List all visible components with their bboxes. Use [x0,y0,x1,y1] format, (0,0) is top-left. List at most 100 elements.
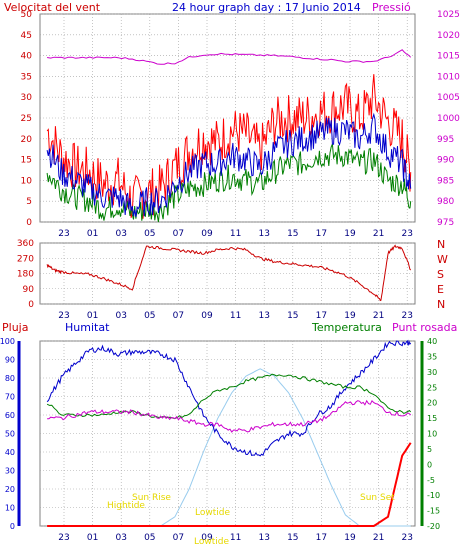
sunrise-annotation: Sun Rise [132,493,171,503]
lowtide-annotation-1: Lowtide [195,508,230,518]
y-tick-label-temperature: -10 [427,491,440,500]
y-tick-label-pressure: 980 [437,197,454,207]
y-tick-label-humidity: 70 [5,393,15,402]
y-tick-label-temperature: 10 [427,430,437,439]
graph-day-title: 24 hour graph day : 17 Junio 2014 [172,1,361,14]
humidity-line [46,339,412,457]
y-tick-label-pressure: 1010 [437,72,460,82]
x-tick-label: 07 [173,533,184,543]
x-tick-label: 05 [144,229,155,239]
x-tick-label: 17 [316,533,327,543]
x-tick-label: 13 [258,229,269,239]
y-tick-label-pressure: 1025 [437,10,460,20]
y-tick-label-humidity: 20 [5,485,15,494]
x-tick-label: 07 [173,311,184,321]
y-tick-label-humidity: 100 [0,337,15,346]
y-tick-label-humidity: 90 [5,356,15,365]
x-tick-label: 15 [287,533,298,543]
x-tick-label: 11 [230,229,241,239]
y-tick-label-temperature: 25 [427,383,437,392]
rain-line [47,442,412,527]
wind-direction-line [46,244,412,302]
x-tick-label: 21 [373,311,384,321]
x-tick-label: 23 [58,311,69,321]
x-tick-label: 11 [230,533,241,543]
y-tick-label-humidity: 60 [5,411,15,420]
x-tick-label: 19 [344,533,356,543]
wind-average-line [46,112,412,218]
y-tick-label-wind: 45 [21,31,32,41]
y-tick-label-pressure: 1015 [437,52,460,62]
y-tick-label-humidity: 30 [5,467,15,476]
y-tick-label-pressure: 975 [437,218,454,228]
dew-point-label: Punt rosada [392,321,457,334]
compass-label: W [437,253,448,266]
x-tick-label: 13 [258,311,269,321]
x-tick-label: 01 [87,311,98,321]
y-tick-label-pressure: 1005 [437,93,460,103]
x-tick-label: 09 [201,311,213,321]
y-tick-label-wind: 35 [21,72,32,82]
dew-point-line [47,399,412,433]
y-tick-label-wind: 50 [21,10,33,20]
x-tick-label: 23 [58,229,69,239]
x-tick-label: 03 [115,311,126,321]
pressure-line [47,49,412,65]
temperature-label: Temperatura [311,321,382,334]
y-tick-label-direction: 0 [28,300,34,310]
x-tick-label: 23 [401,533,412,543]
x-tick-label: 17 [316,311,327,321]
hightide-annotation: Hightide [107,501,145,511]
y-tick-label-pressure: 1020 [437,31,460,41]
x-tick-label: 17 [316,229,327,239]
y-tick-label-pressure: 1000 [437,114,460,124]
wind-low-line [46,143,412,223]
y-tick-label-temperature: 20 [427,399,437,408]
y-tick-label-direction: 360 [17,239,34,249]
x-tick-label: 23 [401,311,412,321]
y-tick-label-wind: 40 [21,52,33,62]
x-tick-label: 03 [115,533,126,543]
x-tick-label: 19 [344,311,356,321]
y-tick-label-wind: 10 [21,176,33,186]
chart-series [46,49,412,527]
y-tick-label-temperature: -5 [427,476,435,485]
rain-label: Pluja [2,321,28,334]
wind-speed-title: Velocitat del vent [4,1,101,14]
x-tick-label: 09 [201,229,213,239]
y-tick-label-direction: 90 [23,285,35,295]
pressure-title: Pressió [372,1,411,14]
y-tick-label-temperature: 35 [427,352,437,361]
x-tick-label: 21 [373,229,384,239]
x-tick-label: 11 [230,311,241,321]
y-tick-label-temperature: 40 [427,337,437,346]
x-tick-label: 13 [258,533,269,543]
y-tick-label-pressure: 995 [437,135,454,145]
x-tick-label: 21 [373,533,384,543]
compass-label: S [437,268,444,281]
y-tick-label-temperature: -20 [427,522,440,531]
x-tick-label: 23 [58,533,69,543]
lowtide-annotation-2: Lowtide [194,537,229,547]
y-tick-label-temperature: 15 [427,414,437,423]
wind-gust-line [46,74,412,219]
humidity-label: Humitat [65,321,110,334]
y-tick-label-direction: 180 [17,270,34,280]
y-tick-label-temperature: 30 [427,368,437,377]
y-tick-label-pressure: 990 [437,156,454,166]
y-tick-label-humidity: 0 [10,522,15,531]
x-tick-label: 05 [144,311,155,321]
y-tick-label-humidity: 50 [5,430,15,439]
compass-label: N [437,238,445,251]
y-tick-label-temperature: 0 [427,460,432,469]
y-tick-label-humidity: 40 [5,448,15,457]
y-tick-label-wind: 15 [21,156,32,166]
y-tick-label-temperature: -15 [427,507,440,516]
x-tick-label: 05 [144,533,155,543]
y-tick-label-wind: 20 [21,135,33,145]
y-tick-label-pressure: 985 [437,176,454,186]
x-tick-label: 15 [287,311,298,321]
compass-label: E [437,283,444,296]
